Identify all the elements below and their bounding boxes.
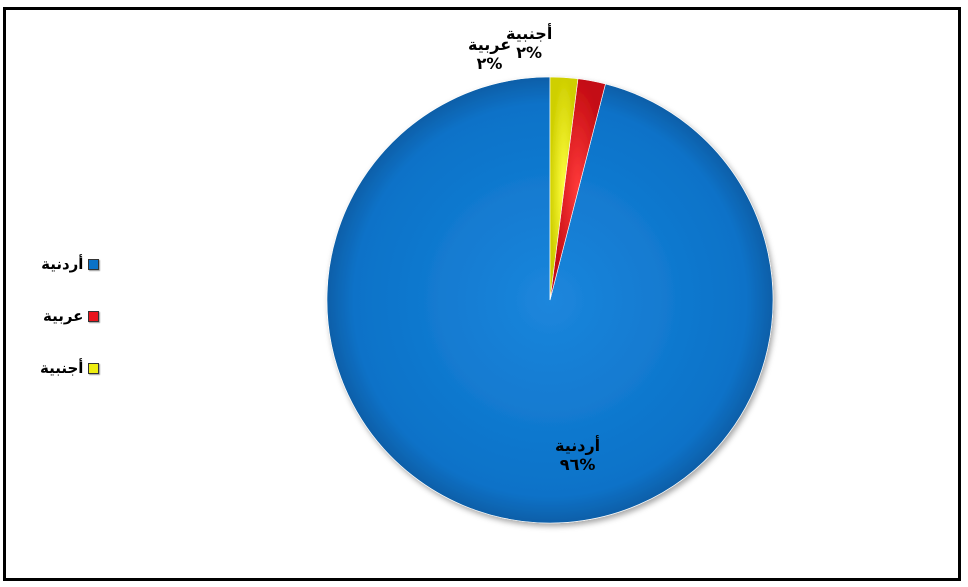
legend-item-arab: عربية <box>40 290 100 342</box>
data-label-arab: عربية %٢ <box>468 35 511 73</box>
data-label-value: %٢ <box>516 43 543 62</box>
data-label-value: %٢ <box>476 54 503 73</box>
legend: أردنية عربية أجنبية <box>40 238 100 394</box>
data-label-name: أجنبية <box>506 24 553 43</box>
data-label-name: عربية <box>468 35 512 54</box>
data-label-foreign: أجنبية %٢ <box>506 24 552 62</box>
legend-label: أجنبية <box>40 359 84 377</box>
legend-label: عربية <box>42 307 84 325</box>
legend-label: أردنية <box>41 255 84 273</box>
pie-slice-foreign <box>549 76 579 301</box>
legend-swatch <box>88 310 100 322</box>
legend-item-jordanian: أردنية <box>40 238 100 290</box>
data-label-name: أردنية <box>555 436 601 455</box>
legend-item-foreign: أجنبية <box>40 342 100 394</box>
legend-swatch <box>88 258 100 270</box>
data-label-value: %٩٦ <box>559 455 596 474</box>
data-label-jordanian: أردنية %٩٦ <box>555 436 600 474</box>
legend-swatch <box>88 362 100 374</box>
